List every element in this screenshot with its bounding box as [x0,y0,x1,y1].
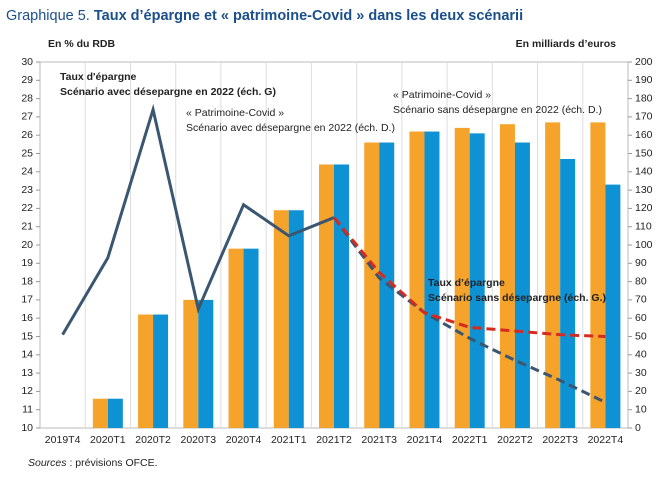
bar [138,314,154,428]
y2-tick-label: 150 [635,147,653,159]
bar [605,184,621,428]
bar [590,122,606,428]
line [332,216,607,404]
y2-tick-label: 0 [635,422,641,434]
y2-tick-label: 70 [635,294,647,306]
y2-tick-label: 10 [635,403,647,415]
series-label: Scénario sans désepargne en 2022 (éch. D… [393,104,602,116]
y-tick-label: 12 [21,385,33,397]
x-tick-label: 2021T1 [271,434,307,446]
bar [183,299,199,428]
y-tick-label: 23 [21,184,33,196]
x-tick-label: 2022T1 [452,434,488,446]
series-label: Scénario sans désepargne (éch. G.) [428,292,606,304]
bar [319,164,334,429]
y2-tick-label: 170 [635,111,653,123]
y-tick-label: 25 [21,147,33,159]
bar [198,299,214,428]
y-tick-label: 22 [21,202,33,214]
title-text: Taux d’épargne et « patrimoine-Covid » d… [94,8,523,24]
bar [514,142,530,428]
bar [364,142,380,428]
bar [243,248,259,428]
y-tick-label: 19 [21,257,33,269]
bar [107,398,123,428]
y-tick-label: 29 [21,74,33,86]
series-label: « Patrimoine-Covid » [186,107,284,119]
series-label: Taux d’épargne [428,277,505,289]
x-tick-label: 2022T2 [497,434,533,446]
x-tick-label: 2022T3 [542,434,578,446]
y2-tick-label: 30 [635,367,647,379]
series-label: Scénario avec désepargne en 2022 (éch. D… [186,122,395,134]
x-tick-label: 2020T4 [226,434,262,446]
y-tick-label: 15 [21,330,33,342]
bar [499,124,515,428]
bar [469,133,485,428]
y-tick-label: 20 [21,239,33,251]
line [61,103,335,336]
x-tick-label: 2020T2 [135,434,171,446]
y2-tick-label: 140 [635,166,653,178]
bar [454,127,470,428]
y-tick-label: 28 [21,92,33,104]
bar [545,122,561,428]
bar [153,314,169,428]
y2-tick-label: 160 [635,129,653,141]
bar [288,210,304,428]
y-axis-label: En % du RDB [48,38,115,50]
y2-tick-label: 80 [635,275,647,287]
y-tick-label: 30 [21,56,33,68]
y2-tick-label: 40 [635,349,647,361]
y2-tick-label: 190 [635,74,653,86]
y-tick-label: 11 [22,403,33,415]
x-tick-label: 2022T4 [588,434,624,446]
y2-axis-label: En milliards d’euros [516,38,617,50]
source: Sources : prévisions OFCE. [28,457,158,469]
y2-tick-label: 200 [635,56,653,68]
y2-tick-label: 180 [635,92,653,104]
y-tick-label: 26 [21,129,33,141]
bar [424,131,440,429]
y2-tick-label: 120 [635,202,653,214]
y-tick-label: 18 [21,275,33,287]
series-label: « Patrimoine-Covid » [393,89,491,101]
bar [409,131,425,429]
y2-tick-label: 90 [635,257,647,269]
y-tick-label: 24 [21,166,33,178]
y-tick-label: 27 [21,111,33,123]
y2-tick-label: 100 [635,239,653,251]
x-tick-label: 2021T3 [361,434,397,446]
y2-tick-label: 130 [635,184,653,196]
y-tick-label: 16 [21,312,33,324]
y-tick-label: 14 [21,349,33,361]
source-text: : prévisions OFCE. [67,457,158,469]
x-tick-label: 2021T2 [316,434,352,446]
bar [334,164,349,429]
y2-tick-label: 60 [635,312,647,324]
y-tick-label: 10 [21,422,33,434]
y-tick-label: 13 [21,367,33,379]
bar [273,210,289,428]
y2-tick-label: 50 [635,330,647,342]
source-label: Sources [28,457,67,469]
x-tick-label: 2019T4 [45,434,81,446]
y2-tick-label: 20 [635,385,647,397]
series-label: Scénario avec désepargne en 2022 (éch. G… [60,86,276,98]
x-tick-label: 2021T4 [407,434,443,446]
series-label: Taux d'épargne [60,71,137,83]
title-prefix: Graphique 5. [6,8,90,24]
chart-title: Graphique 5. Taux d’épargne et « patrimo… [6,8,523,24]
bar [92,398,108,428]
bar [228,248,244,428]
y-tick-label: 17 [21,294,33,306]
bar [560,158,576,429]
line [332,216,606,338]
x-tick-label: 2020T3 [180,434,216,446]
y-tick-label: 21 [21,220,33,232]
y2-tick-label: 110 [635,220,652,232]
x-tick-label: 2020T1 [90,434,126,446]
